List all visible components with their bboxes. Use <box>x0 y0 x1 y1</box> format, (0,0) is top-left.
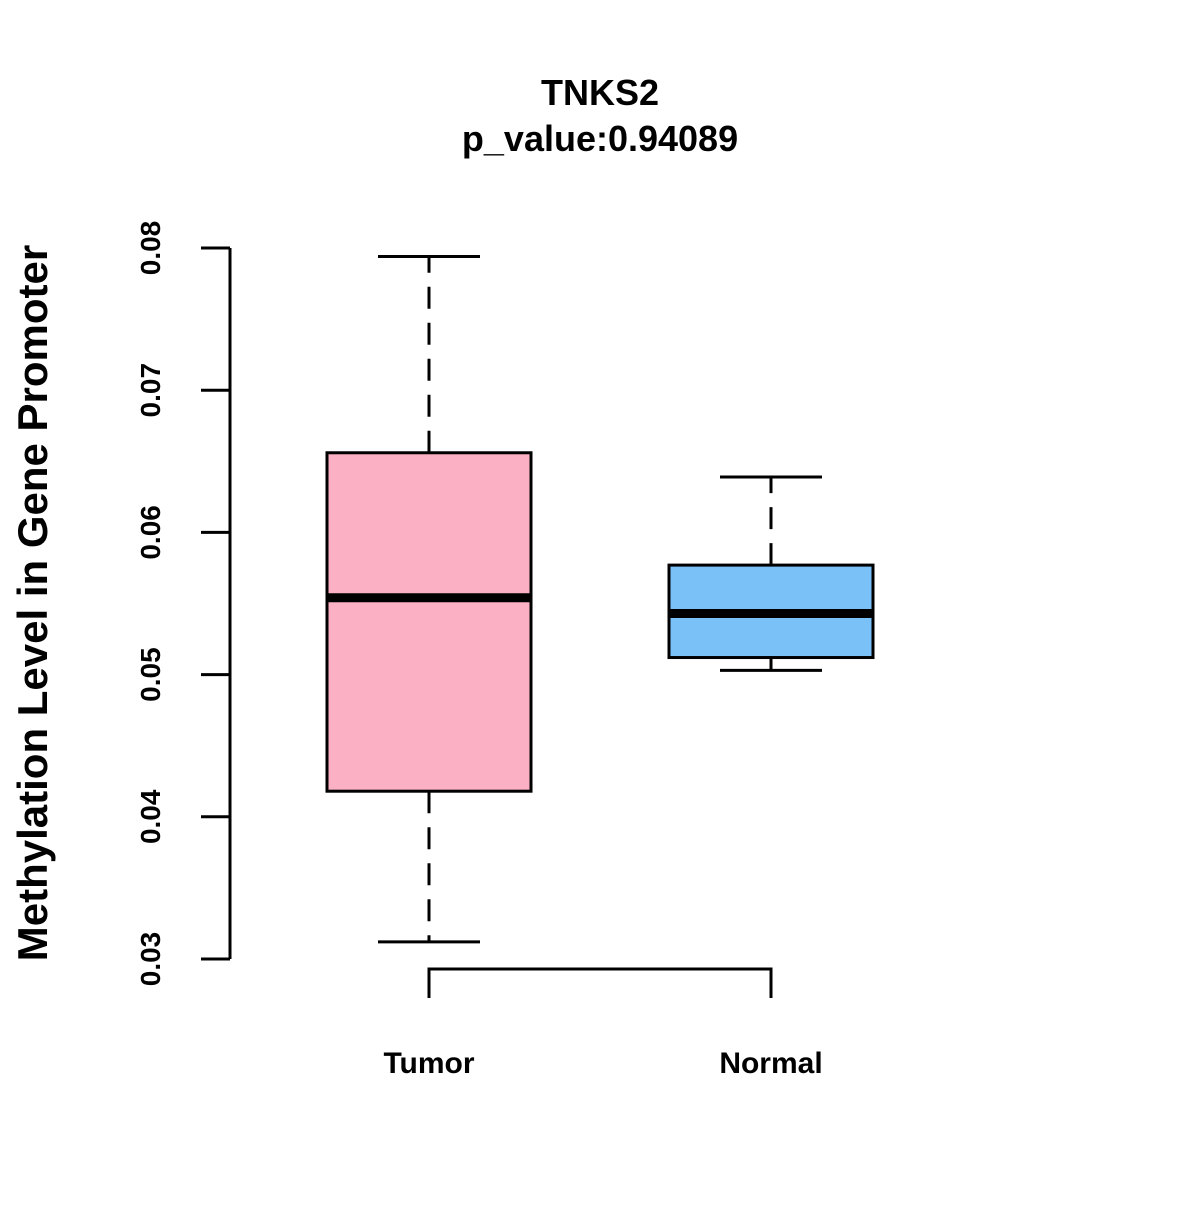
y-tick-label: 0.06 <box>135 505 166 560</box>
boxes <box>325 255 875 944</box>
chart-subtitle: p_value:0.94089 <box>462 118 738 159</box>
x-tick-label: Tumor <box>383 1047 474 1080</box>
y-axis-label: Methylation Level in Gene Promoter <box>9 245 56 961</box>
y-tick-label: 0.05 <box>135 647 166 702</box>
y-tick-label: 0.08 <box>135 221 166 276</box>
box-group-tumor <box>325 255 533 944</box>
box-iqr <box>325 451 533 793</box>
chart-title: TNKS2 <box>541 72 659 113</box>
y-tick-label: 0.07 <box>135 363 166 418</box>
y-tick-label: 0.03 <box>135 932 166 987</box>
y-tick-label: 0.04 <box>135 789 166 844</box>
x-tick-label: Normal <box>719 1047 822 1080</box>
y-axis: 0.03 0.04 0.05 0.06 0.07 0.08 <box>135 221 232 987</box>
box-group-normal <box>667 475 875 672</box>
x-axis-labels: Tumor Normal <box>383 1047 822 1080</box>
bracket-line <box>427 967 773 998</box>
comparison-bracket <box>427 967 773 998</box>
